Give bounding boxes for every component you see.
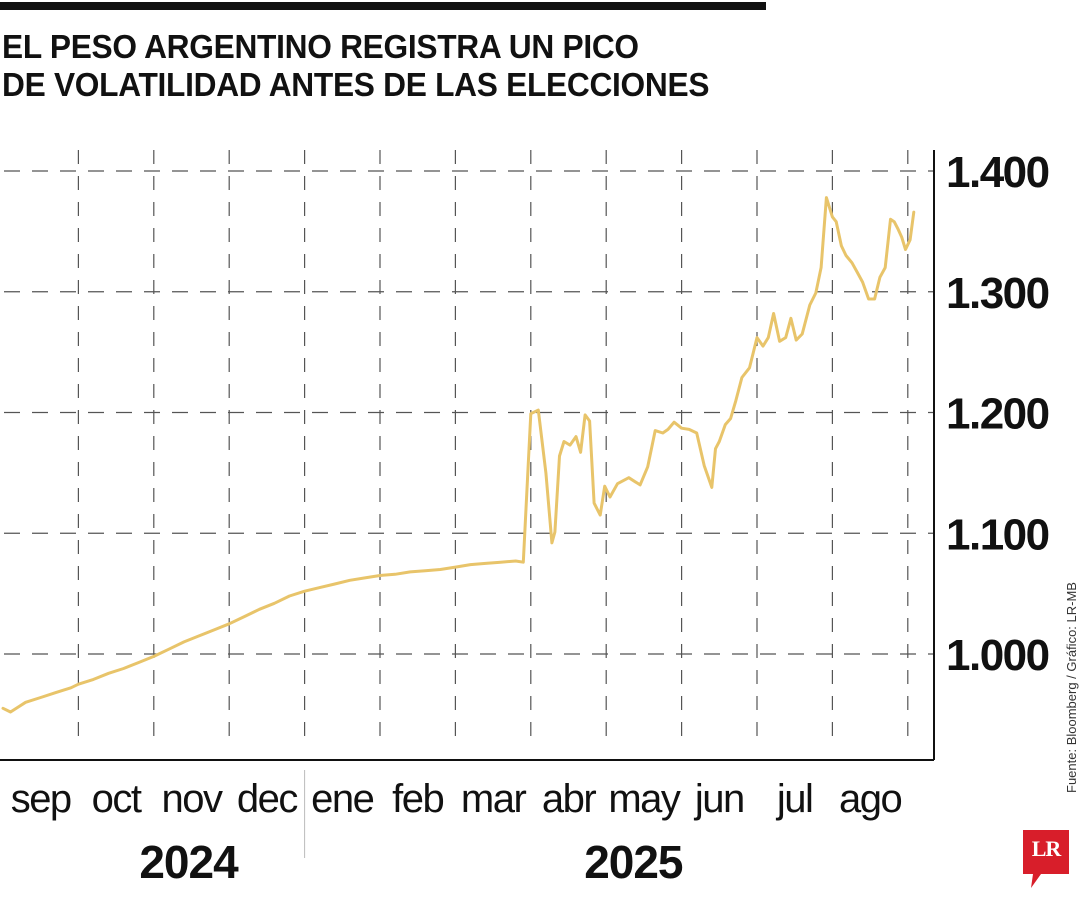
source-credit: Fuente: Bloomberg / Gráfico: LR-MB: [1064, 582, 1079, 793]
chart-title-line-1: EL PESO ARGENTINO REGISTRA UN PICO: [2, 28, 639, 65]
x-tick-label: ene: [311, 777, 373, 821]
x-tick-label: abr: [542, 777, 596, 821]
x-tick-label: sep: [11, 777, 71, 821]
y-tick-label: 1.300: [946, 269, 1049, 318]
y-tick-label: 1.400: [946, 148, 1049, 197]
y-tick-label: 1.100: [946, 510, 1049, 559]
x-tick-label: nov: [162, 777, 223, 821]
top-rule: [0, 2, 766, 10]
x-tick-label: may: [608, 777, 681, 821]
x-tick-label: feb: [392, 777, 443, 821]
chart-title-line-2: DE VOLATILIDAD ANTES DE LAS ELECCIONES: [2, 66, 710, 103]
x-tick-label: ago: [839, 777, 901, 821]
y-tick-label: 1.000: [946, 631, 1049, 680]
x-tick-label: dec: [237, 777, 297, 821]
series-line-usd-ars: [1, 196, 916, 714]
year-label: 2025: [584, 836, 683, 888]
year-label: 2024: [139, 836, 239, 888]
x-tick-label: mar: [461, 777, 527, 821]
lr-logo: LR: [1023, 830, 1069, 888]
lr-logo-shape: [1023, 830, 1069, 888]
chart-title: EL PESO ARGENTINO REGISTRA UN PICO DE VO…: [2, 28, 709, 104]
lr-logo-text: LR: [1031, 836, 1062, 861]
x-tick-label: jun: [694, 777, 744, 821]
y-tick-label: 1.200: [946, 390, 1049, 439]
x-tick-label: jul: [776, 777, 813, 821]
x-tick-label: oct: [92, 777, 142, 821]
